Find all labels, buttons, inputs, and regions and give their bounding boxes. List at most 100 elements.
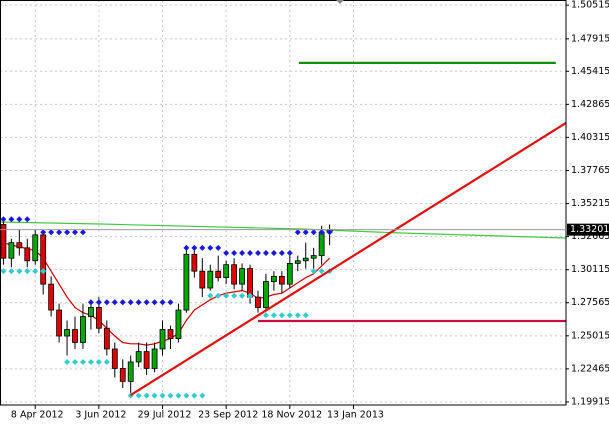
y-tick-label: 1.40315 xyxy=(571,132,609,143)
y-tick-label: 1.37765 xyxy=(571,165,609,176)
x-tick-label: 18 Nov 2012 xyxy=(261,410,322,421)
marker xyxy=(64,229,71,236)
last-price-box xyxy=(567,223,609,236)
marker xyxy=(151,392,158,399)
marker xyxy=(191,392,198,399)
marker xyxy=(223,250,230,257)
marker xyxy=(56,229,63,236)
candle-body xyxy=(64,329,70,337)
marker xyxy=(48,229,55,236)
y-tick-label: 1.22465 xyxy=(571,363,609,374)
candle-body xyxy=(199,270,206,289)
marker xyxy=(40,268,47,275)
marker xyxy=(72,229,79,236)
marker xyxy=(318,229,325,236)
marker xyxy=(278,250,285,257)
marker xyxy=(326,229,333,236)
candle-body xyxy=(310,255,317,259)
candle-body xyxy=(135,351,142,363)
marker xyxy=(119,299,126,306)
marker xyxy=(143,299,150,306)
shift-marker xyxy=(336,0,344,4)
candle-body xyxy=(215,270,222,279)
x-tick-label: 3 Jun 2012 xyxy=(75,410,126,421)
marker xyxy=(231,292,238,299)
candle-body xyxy=(159,329,166,350)
candle-body xyxy=(32,234,39,262)
marker xyxy=(239,292,246,299)
candle-body xyxy=(167,329,174,340)
marker xyxy=(223,292,230,299)
marker xyxy=(231,250,238,257)
marker xyxy=(286,250,293,257)
candle-body xyxy=(207,270,214,289)
candle-body xyxy=(48,283,55,311)
candle-body xyxy=(302,257,309,262)
marker xyxy=(135,392,142,399)
candle-body xyxy=(16,242,23,249)
marker xyxy=(72,358,79,365)
marker xyxy=(199,244,206,251)
marker xyxy=(24,268,31,275)
marker xyxy=(294,229,301,236)
candle-body xyxy=(278,275,285,285)
marker xyxy=(270,312,277,319)
marker xyxy=(254,250,261,257)
marker xyxy=(167,392,174,399)
candle-body xyxy=(191,253,198,272)
marker xyxy=(159,392,166,399)
marker xyxy=(79,358,86,365)
candle-body xyxy=(24,247,31,262)
candle-body xyxy=(95,307,102,329)
candle-body xyxy=(111,348,118,369)
candle-body xyxy=(151,348,158,369)
candle-body xyxy=(294,260,301,264)
candle-body xyxy=(72,329,78,343)
candle-body xyxy=(143,351,150,369)
marker xyxy=(247,292,254,299)
marker xyxy=(247,250,254,257)
marker xyxy=(127,299,134,306)
y-tick-label: 1.50515 xyxy=(571,0,609,11)
indicator-line xyxy=(3,242,331,346)
x-tick-label: 23 Sep 2012 xyxy=(198,410,258,421)
candle-body xyxy=(80,316,86,343)
marker xyxy=(191,244,198,251)
candle-body xyxy=(239,268,245,285)
x-tick-label: 29 Jul 2012 xyxy=(138,410,192,421)
marker xyxy=(103,299,110,306)
marker xyxy=(87,299,94,306)
marker xyxy=(143,392,150,399)
x-tick-label: 13 Jan 2013 xyxy=(327,410,384,421)
marker xyxy=(79,229,86,236)
y-tick-label: 1.35215 xyxy=(571,198,609,209)
x-tick-label: 8 Apr 2012 xyxy=(11,410,64,421)
candle-body xyxy=(271,275,277,282)
marker xyxy=(95,299,102,306)
y-tick-label: 1.30115 xyxy=(571,264,609,275)
marker xyxy=(302,312,309,319)
marker xyxy=(111,299,118,306)
marker xyxy=(175,392,182,399)
marker xyxy=(239,250,246,257)
candle-body xyxy=(255,296,261,308)
marker xyxy=(318,268,325,275)
candle-body xyxy=(175,309,182,340)
marker xyxy=(310,268,317,275)
y-tick-label: 1.45415 xyxy=(571,66,609,77)
y-tick-label: 1.27565 xyxy=(571,297,609,308)
plot-border xyxy=(0,0,567,406)
marker xyxy=(270,250,277,257)
candle-body xyxy=(40,234,47,285)
marker xyxy=(207,292,214,299)
marker xyxy=(40,229,47,236)
candle-body xyxy=(103,327,110,350)
marker xyxy=(215,292,222,299)
indicator-line xyxy=(0,221,567,239)
y-tick-label: 1.19915 xyxy=(571,396,609,407)
marker xyxy=(199,392,206,399)
candle-body xyxy=(119,368,126,382)
marker xyxy=(8,268,15,275)
marker xyxy=(8,216,15,223)
